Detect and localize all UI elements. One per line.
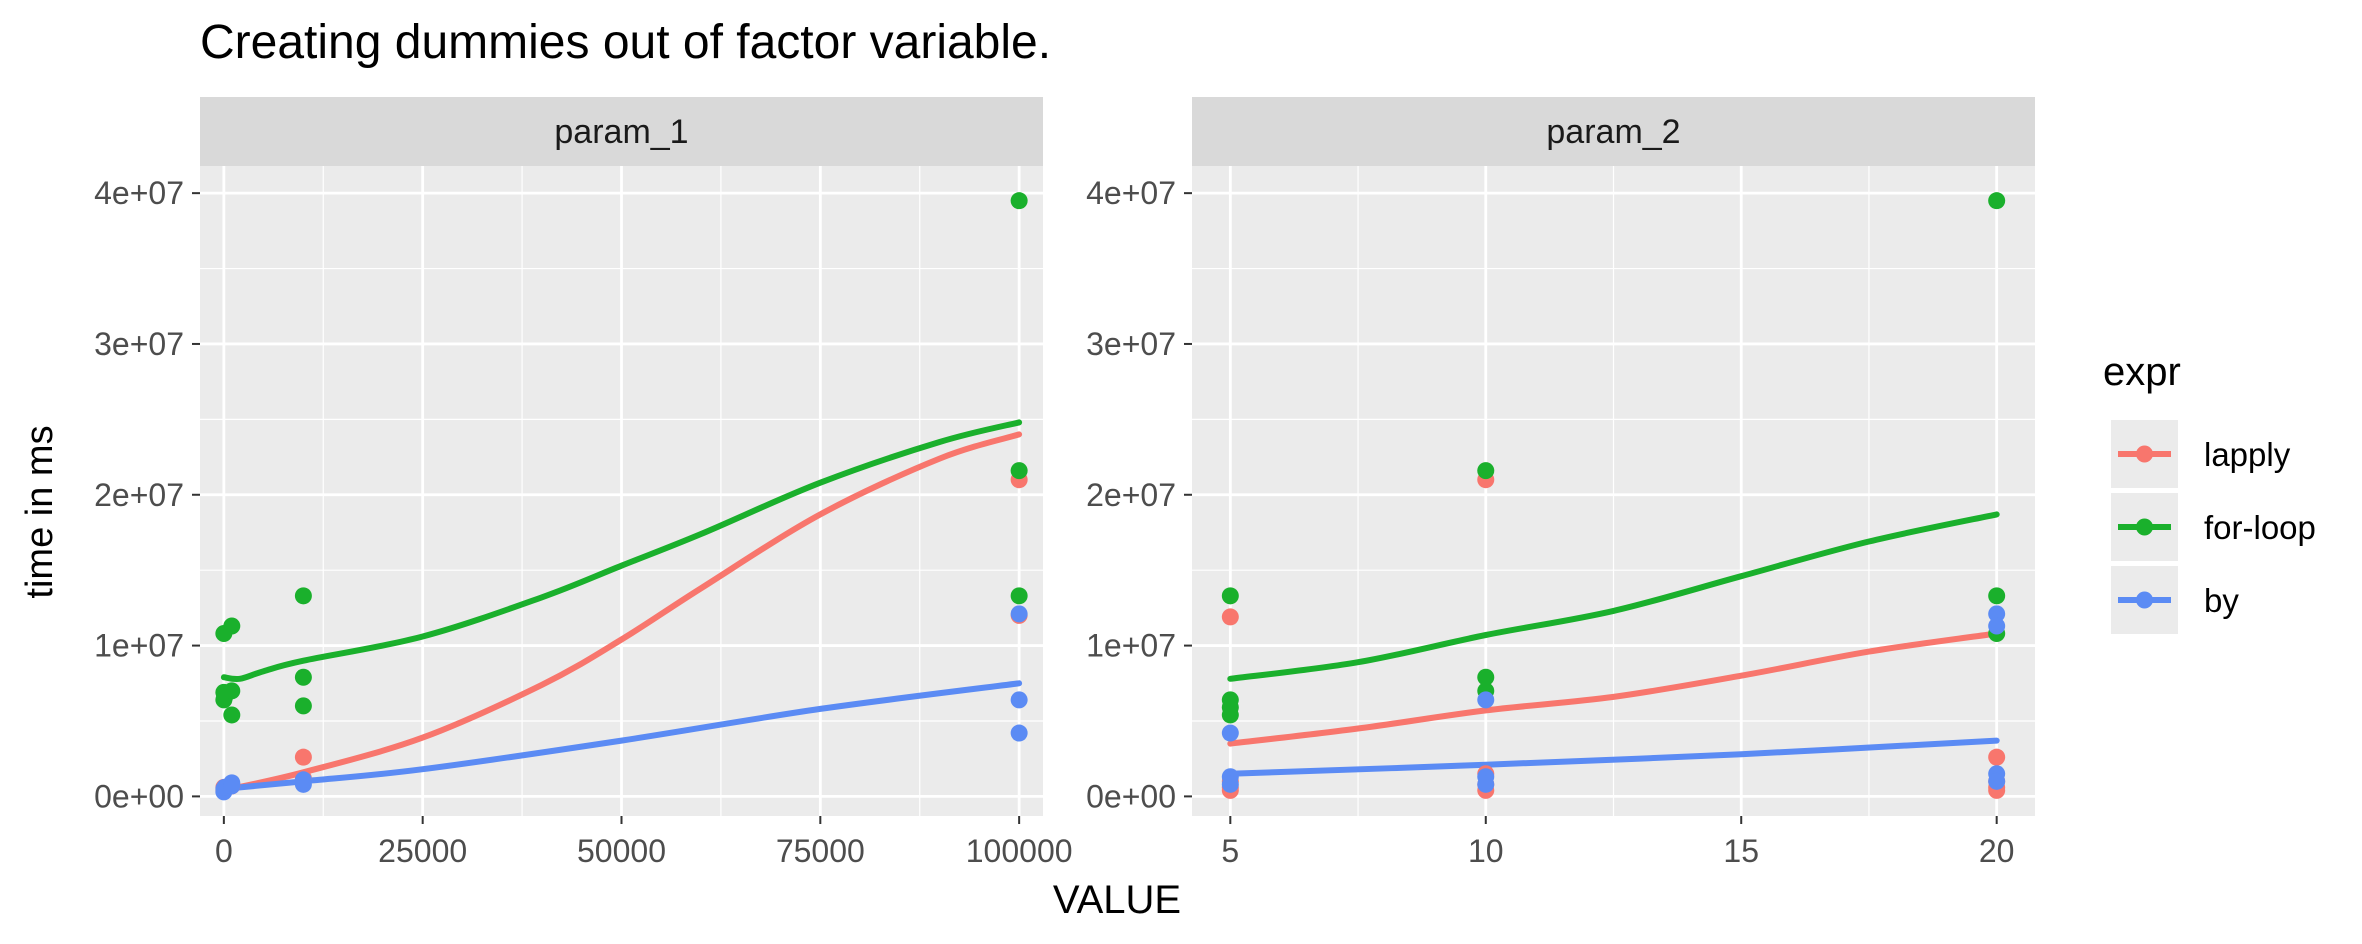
x-tick-label: 0 xyxy=(215,833,233,869)
data-point-by xyxy=(1221,724,1239,742)
legend-label: by xyxy=(2204,582,2239,619)
legend-label: for-loop xyxy=(2204,509,2316,546)
y-tick-label: 2e+07 xyxy=(1086,477,1176,513)
data-point-by xyxy=(1988,617,2006,635)
strip-label: param_2 xyxy=(1546,113,1680,151)
smooth-line-by xyxy=(1227,737,2000,777)
data-point-for-loop xyxy=(1477,668,1495,686)
legend-title: expr xyxy=(2103,350,2181,394)
data-point-by xyxy=(1010,691,1028,709)
legend-item-lapply: lapply xyxy=(2111,420,2291,488)
data-point-by xyxy=(1988,772,2006,790)
y-tick-label: 1e+07 xyxy=(94,628,184,664)
y-tick-label: 2e+07 xyxy=(94,477,184,513)
x-tick-label: 75000 xyxy=(776,833,865,869)
data-point-by xyxy=(294,771,312,789)
legend-items: lapply for-loop by xyxy=(2111,420,2316,634)
x-tick-label: 5 xyxy=(1221,833,1239,869)
strip-background xyxy=(200,97,1043,166)
y-tick-label: 3e+07 xyxy=(94,326,184,362)
strip-background xyxy=(1192,97,2035,166)
data-point-by xyxy=(1988,605,2006,623)
smooth-line-lapply xyxy=(220,431,1023,794)
data-point-by xyxy=(1010,605,1028,623)
x-tick-label: 100000 xyxy=(966,833,1073,869)
data-point-lapply xyxy=(294,748,312,766)
legend-key-point xyxy=(2136,445,2153,463)
facet-panels: param_1 0 25000 50000 75000 100000 0e+00 1e+07 2… xyxy=(94,97,2035,869)
legend: expr lapply for-loop by xyxy=(2103,350,2316,634)
data-point-by xyxy=(1477,691,1495,709)
data-point-for-loop xyxy=(1010,462,1028,480)
smooth-line-for-loop xyxy=(1227,511,2000,682)
legend-item-by: by xyxy=(2111,566,2239,634)
data-point-for-loop xyxy=(1988,587,2006,605)
legend-key-point xyxy=(2136,518,2153,536)
y-tick-label: 0e+00 xyxy=(1086,778,1176,814)
data-point-lapply xyxy=(1988,748,2006,766)
x-tick-label: 10 xyxy=(1468,833,1504,869)
legend-label: lapply xyxy=(2204,436,2291,473)
legend-item-for-loop: for-loop xyxy=(2111,493,2316,561)
data-point-for-loop xyxy=(1988,192,2006,210)
x-tick-label: 25000 xyxy=(378,833,467,869)
data-point-for-loop xyxy=(1010,587,1028,605)
data-point-for-loop xyxy=(223,617,241,635)
smooth-line-for-loop xyxy=(220,419,1023,683)
panel-param_2: param_2 5 10 15 20 0e+00 1e+07 2e+07 3e+07 4e+07 xyxy=(1086,97,2035,869)
y-tick-label: 4e+07 xyxy=(1086,175,1176,211)
data-point-for-loop xyxy=(1477,462,1495,480)
data-point-for-loop xyxy=(1221,587,1239,605)
data-point-by xyxy=(1010,724,1028,742)
y-axis-label: time in ms xyxy=(19,425,61,598)
x-axis-label: VALUE xyxy=(1053,878,1181,922)
data-point-for-loop xyxy=(223,706,241,724)
legend-key-point xyxy=(2136,591,2153,609)
smooth-line-lapply xyxy=(1227,630,2000,747)
y-tick-label: 4e+07 xyxy=(94,175,184,211)
strip-label: param_1 xyxy=(554,113,688,151)
y-tick-label: 3e+07 xyxy=(1086,326,1176,362)
panel-param_1: param_1 0 25000 50000 75000 100000 0e+00 1e+07 2… xyxy=(94,97,1073,869)
data-point-by xyxy=(223,777,241,795)
data-point-for-loop xyxy=(223,682,241,700)
y-tick-label: 1e+07 xyxy=(1086,628,1176,664)
data-point-for-loop xyxy=(294,587,312,605)
data-point-lapply xyxy=(1221,608,1239,626)
x-tick-label: 50000 xyxy=(577,833,666,869)
data-point-for-loop xyxy=(294,668,312,686)
data-point-for-loop xyxy=(1010,192,1028,210)
y-tick-label: 0e+00 xyxy=(94,778,184,814)
data-point-by xyxy=(1477,775,1495,793)
data-point-for-loop xyxy=(1221,706,1239,724)
x-tick-label: 20 xyxy=(1979,833,2015,869)
data-point-by xyxy=(1221,775,1239,793)
chart-title: Creating dummies out of factor variable. xyxy=(200,16,1051,69)
data-point-for-loop xyxy=(294,697,312,715)
x-tick-label: 15 xyxy=(1723,833,1759,869)
